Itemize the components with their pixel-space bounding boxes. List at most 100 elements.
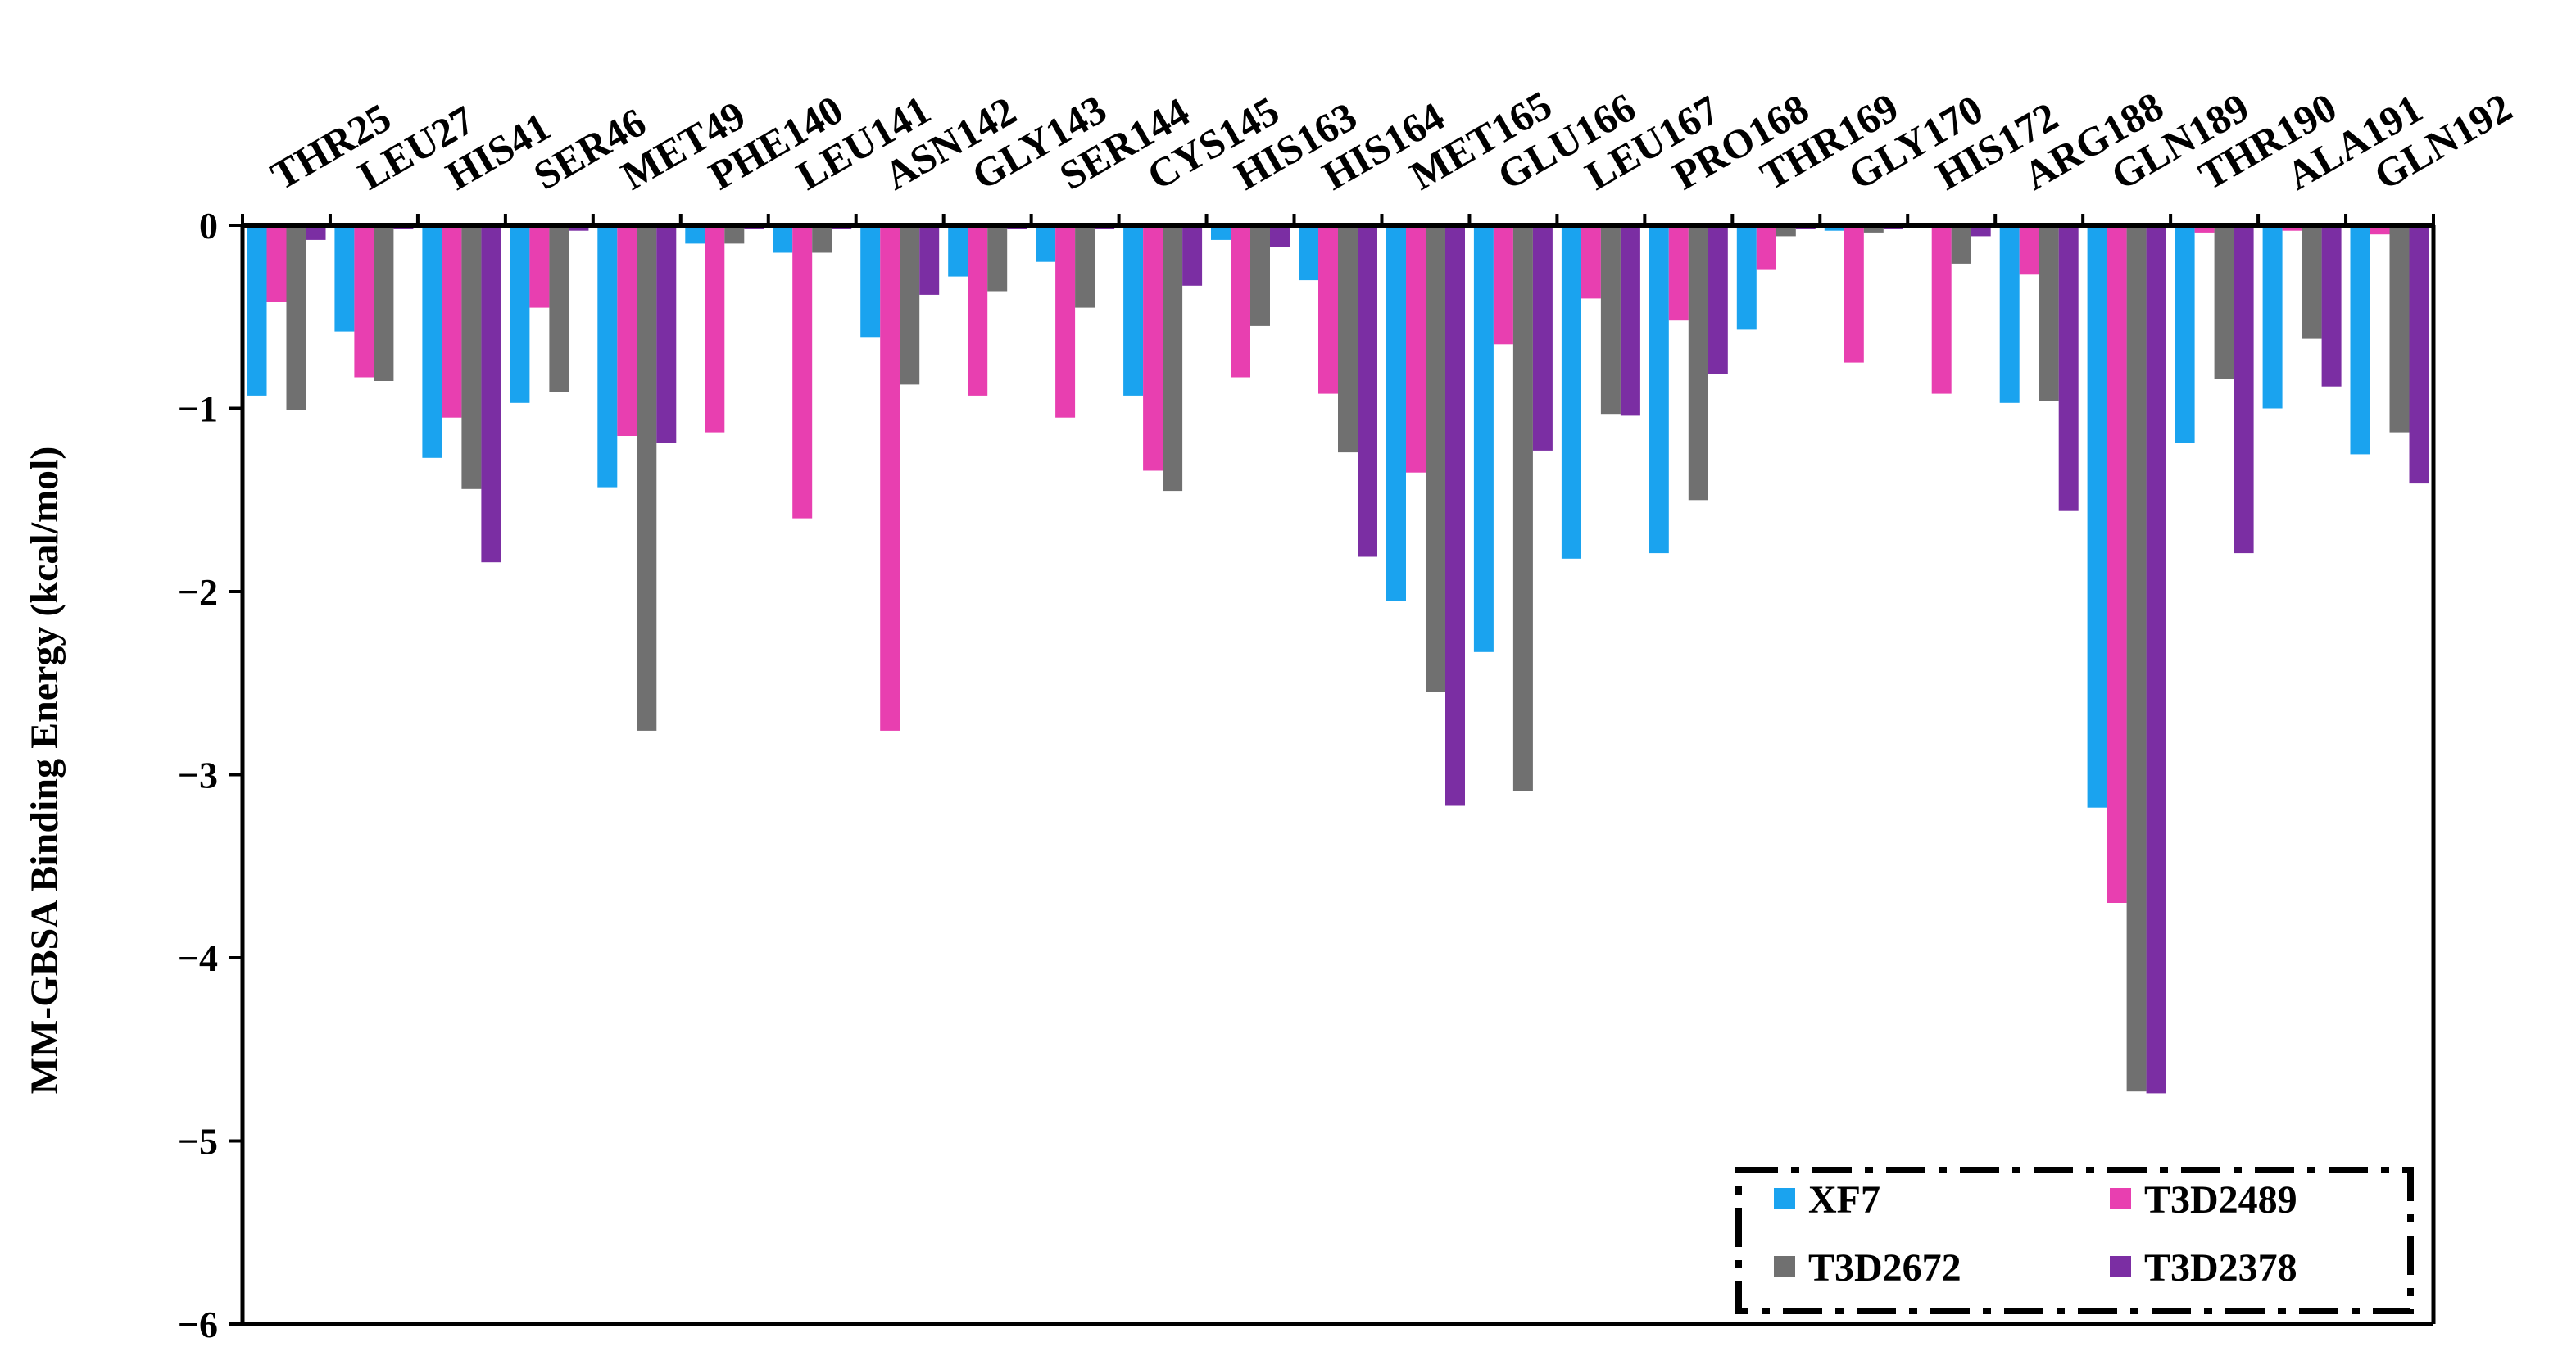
series-t3d2672	[286, 225, 2410, 1092]
bar-t3d2489-gln189	[2107, 225, 2127, 903]
bar-xf7-cys145	[1123, 225, 1144, 396]
bars-layer	[247, 225, 2429, 1094]
bar-t3d2672-his172	[1951, 225, 1971, 264]
legend-swatch-t3d2489	[2110, 1188, 2131, 1209]
bar-xf7-glu166	[1473, 225, 1494, 652]
bar-t3d2489-gly170	[1844, 225, 1864, 363]
bar-t3d2672-thr169	[1776, 225, 1796, 237]
bar-t3d2672-ser144	[1075, 225, 1095, 308]
bar-t3d2489-cys145	[1143, 225, 1163, 471]
bar-t3d2489-thr25	[266, 225, 287, 302]
bar-xf7-leu167	[1561, 225, 1581, 559]
x-axis: THR25LEU27HIS41SER46MET49PHE140LEU141ASN…	[241, 82, 2519, 228]
bar-t3d2378-his164	[1358, 225, 1377, 557]
bar-t3d2489-leu141	[792, 225, 813, 519]
bar-t3d2489-leu27	[354, 225, 374, 378]
legend-label-t3d2378: T3D2378	[2144, 1246, 2297, 1290]
legend-swatch-xf7	[1774, 1188, 1795, 1209]
bar-xf7-his41	[422, 225, 442, 458]
bar-t3d2378-his41	[481, 225, 501, 563]
bar-xf7-gln192	[2350, 225, 2370, 455]
bar-t3d2672-gly170	[1863, 225, 1884, 233]
bar-t3d2378-his163	[1270, 225, 1290, 247]
bar-xf7-gln189	[2087, 225, 2107, 808]
bar-xf7-ser144	[1036, 225, 1056, 262]
bar-t3d2489-his163	[1231, 225, 1250, 378]
bar-t3d2672-his41	[461, 225, 482, 489]
bar-xf7-gly143	[948, 225, 968, 277]
bar-xf7-phe140	[685, 225, 705, 244]
y-tick-label: −1	[178, 388, 218, 430]
bar-t3d2378-gln189	[2146, 225, 2166, 1094]
bar-t3d2672-his164	[1338, 225, 1358, 453]
bar-t3d2489-gly143	[968, 225, 988, 396]
bar-t3d2672-pro168	[1688, 225, 1708, 501]
legend-border	[1735, 1167, 2414, 1314]
bar-xf7-gly170	[1824, 225, 1844, 231]
bar-t3d2378-thr190	[2234, 225, 2254, 554]
bar-t3d2489-glu166	[1493, 225, 1513, 345]
bar-t3d2489-asn142	[880, 225, 900, 731]
bar-t3d2672-ala191	[2302, 225, 2322, 339]
legend: XF7 T3D2489 T3D2672 T3D2378	[1735, 1167, 2414, 1314]
bar-t3d2672-thr190	[2214, 225, 2234, 379]
bar-t3d2489-his41	[442, 225, 462, 418]
bar-t3d2489-ser144	[1055, 225, 1076, 418]
bar-t3d2672-gln192	[2389, 225, 2410, 433]
bar-t3d2378-pro168	[1708, 225, 1728, 374]
bar-t3d2489-pro168	[1668, 225, 1689, 321]
legend-label-xf7: XF7	[1808, 1178, 1880, 1222]
bar-t3d2378-his172	[1971, 225, 1991, 237]
bar-t3d2378-gln192	[2409, 225, 2429, 484]
bar-t3d2672-ser46	[549, 225, 569, 392]
series-t3d2489	[266, 225, 2390, 903]
bar-t3d2489-thr190	[2194, 225, 2215, 233]
series-xf7	[247, 225, 2370, 808]
bar-t3d2672-gln189	[2126, 225, 2147, 1092]
bar-t3d2489-thr169	[1756, 225, 1776, 270]
bar-t3d2489-leu167	[1581, 225, 1601, 299]
bar-xf7-asn142	[860, 225, 881, 338]
bar-t3d2378-cys145	[1182, 225, 1203, 286]
bar-t3d2672-his163	[1250, 225, 1270, 326]
bar-t3d2672-met165	[1426, 225, 1445, 692]
bar-xf7-met49	[597, 225, 618, 488]
bar-xf7-leu27	[334, 225, 355, 332]
bar-xf7-thr169	[1736, 225, 1757, 330]
bar-t3d2672-leu167	[1600, 225, 1621, 415]
bar-xf7-his163	[1211, 225, 1231, 240]
y-tick-label: 0	[199, 205, 218, 247]
legend-swatch-t3d2672	[1774, 1256, 1795, 1277]
series-t3d2378	[306, 225, 2429, 1094]
bar-xf7-leu141	[773, 225, 793, 253]
bar-t3d2672-asn142	[900, 225, 920, 385]
bar-t3d2672-leu27	[374, 225, 394, 381]
y-tick-label: −2	[178, 571, 218, 613]
y-tick-label: −3	[178, 755, 218, 796]
y-tick-label: −4	[178, 937, 218, 979]
bar-t3d2489-gln192	[2370, 225, 2390, 235]
bar-t3d2378-arg188	[2058, 225, 2079, 511]
bar-t3d2672-arg188	[2039, 225, 2059, 401]
legend-label-t3d2672: T3D2672	[1808, 1246, 1961, 1290]
bar-xf7-ser46	[510, 225, 530, 403]
bar-t3d2489-ala191	[2282, 225, 2302, 231]
y-tick-label: −6	[178, 1304, 218, 1345]
y-axis: 0 −1 −2 −3 −4 −5 −6	[178, 205, 2436, 1345]
bar-xf7-ala191	[2262, 225, 2283, 409]
bar-t3d2489-arg188	[2019, 225, 2039, 275]
bar-t3d2489-met165	[1406, 225, 1426, 473]
bar-xf7-arg188	[1999, 225, 2020, 403]
bar-xf7-thr25	[247, 225, 267, 396]
bar-xf7-met165	[1386, 225, 1406, 601]
bar-t3d2672-glu166	[1512, 225, 1533, 791]
y-tick-label: −5	[178, 1121, 218, 1163]
bar-t3d2378-asn142	[919, 225, 940, 295]
bar-xf7-his164	[1299, 225, 1318, 281]
bar-t3d2489-phe140	[705, 225, 725, 433]
bar-t3d2378-met165	[1445, 225, 1465, 806]
bar-t3d2489-his164	[1318, 225, 1338, 394]
bar-t3d2489-his172	[1931, 225, 1952, 394]
bar-xf7-pro168	[1649, 225, 1669, 554]
